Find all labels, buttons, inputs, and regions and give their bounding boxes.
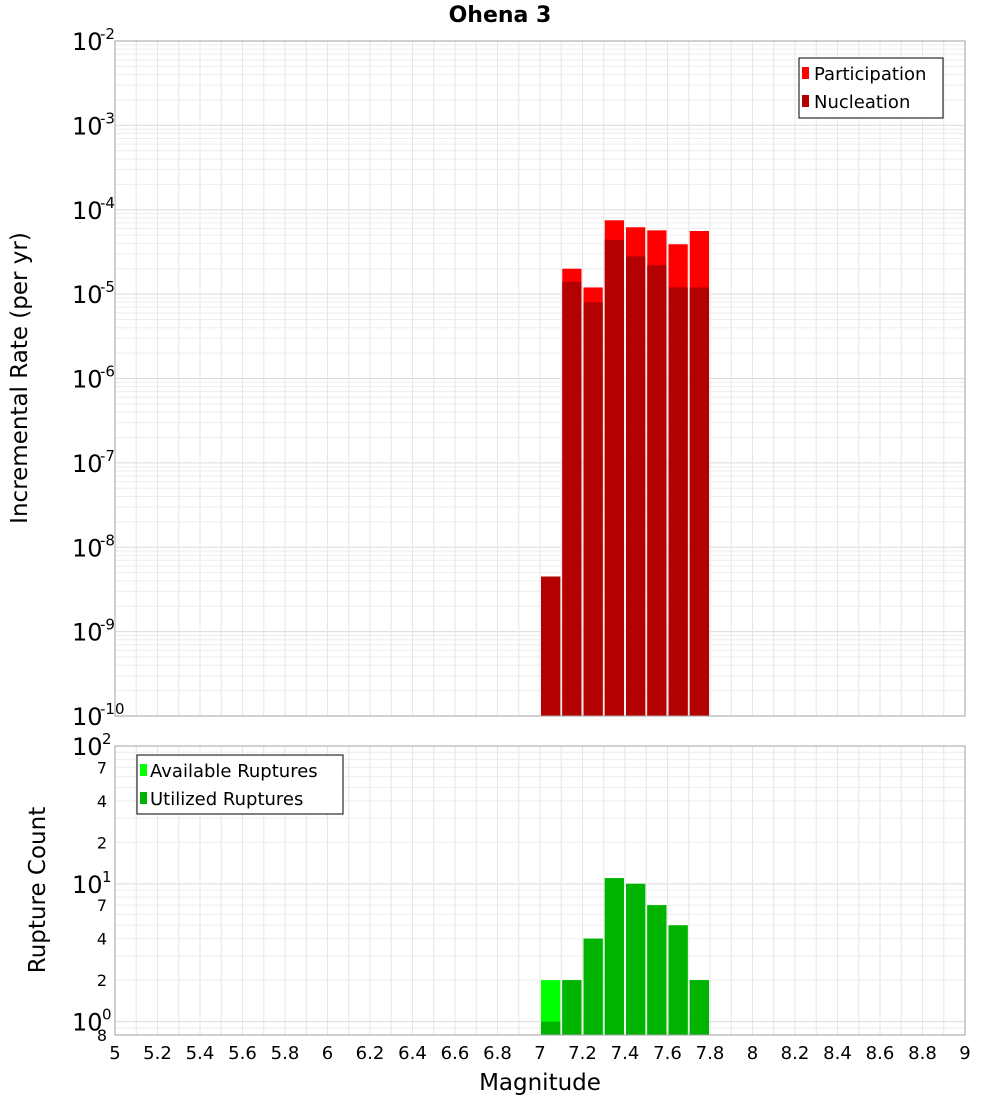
x-tick-label: 6.6 xyxy=(441,1043,470,1064)
nucleation-bar xyxy=(689,287,709,716)
x-tick-label: 7.2 xyxy=(568,1043,597,1064)
rate-y-tick-exponent: -3 xyxy=(100,109,115,127)
x-tick-label: 8 xyxy=(747,1043,758,1064)
x-tick-label: 5.6 xyxy=(228,1043,257,1064)
rate-legend-box xyxy=(798,57,944,119)
x-tick-label: 6.8 xyxy=(483,1043,512,1064)
utilized-ruptures-bar xyxy=(541,1021,561,1035)
x-tick-label: 6.2 xyxy=(356,1043,385,1064)
rate-y-tick-exponent: -10 xyxy=(100,700,125,718)
count-y-tick-exponent: 2 xyxy=(102,730,112,748)
x-tick-label: 8.4 xyxy=(823,1043,852,1064)
x-ticks: 5 5.2 5.4 5.6 5.8 6 6.2 6.4 6.6 6.8 7 7.2 7.4 7.6 7.8 8… xyxy=(109,1043,970,1064)
rate-legend: Participation Nucleation xyxy=(798,57,944,119)
rate-panel: 10-210-310-410-510-610-710-810-910-10 Oh… xyxy=(7,3,966,731)
rate-bars xyxy=(541,220,709,717)
utilized-legend-swatch xyxy=(140,792,147,804)
x-tick-label: 6.4 xyxy=(398,1043,427,1064)
count-bars xyxy=(541,878,709,1035)
x-tick-label: 5 xyxy=(109,1043,120,1064)
nucleation-bar xyxy=(541,576,561,716)
x-tick-label: 7 xyxy=(534,1043,545,1064)
rate-y-ticks: 10-210-310-410-510-610-710-810-910-10 xyxy=(72,25,125,731)
count-y-tick-label: 10 xyxy=(72,1009,103,1037)
rate-y-tick-exponent: -5 xyxy=(100,278,115,296)
nucleation-bar xyxy=(668,287,688,716)
count-y-minor-tick-label: 7 xyxy=(97,758,107,777)
rate-y-tick-exponent: -9 xyxy=(100,616,115,634)
rate-y-tick-label: 10 xyxy=(72,281,103,309)
available-legend-swatch xyxy=(140,764,147,776)
participation-legend-swatch xyxy=(802,67,809,79)
utilized-ruptures-bar xyxy=(583,938,603,1035)
nucleation-legend-swatch xyxy=(802,95,809,107)
rate-y-tick-exponent: -6 xyxy=(100,363,115,381)
utilized-ruptures-bar xyxy=(689,980,709,1035)
rate-y-tick-exponent: -4 xyxy=(100,194,115,212)
x-tick-label: 6 xyxy=(322,1043,333,1064)
x-tick-label: 8.2 xyxy=(781,1043,810,1064)
rate-y-tick-label: 10 xyxy=(72,534,103,562)
rate-y-tick-exponent: -2 xyxy=(100,25,115,43)
rate-plot-frame xyxy=(114,40,966,717)
utilized-ruptures-bar xyxy=(668,925,688,1035)
rate-grid xyxy=(114,41,966,717)
nucleation-bar xyxy=(562,281,582,716)
count-y-minor-tick-label: 8 xyxy=(97,1026,107,1045)
utilized-ruptures-bar xyxy=(626,883,646,1035)
count-y-axis-label: Rupture Count xyxy=(25,807,51,973)
x-axis-label: Magnitude xyxy=(479,1070,601,1096)
utilized-ruptures-bar xyxy=(647,905,667,1035)
rate-y-tick-label: 10 xyxy=(72,28,103,56)
count-legend: Available Ruptures Utilized Ruptures xyxy=(136,754,344,815)
x-tick-label: 5.4 xyxy=(186,1043,215,1064)
x-tick-label: 9 xyxy=(959,1043,970,1064)
x-tick-label: 7.4 xyxy=(611,1043,640,1064)
rate-y-tick-exponent: -7 xyxy=(100,447,115,465)
count-y-tick-exponent: 1 xyxy=(102,868,112,886)
rate-y-axis-label: Incremental Rate (per yr) xyxy=(7,232,33,524)
rate-y-tick-label: 10 xyxy=(72,450,103,478)
nucleation-bar xyxy=(583,302,603,716)
x-tick-label: 7.8 xyxy=(696,1043,725,1064)
count-y-tick-label: 10 xyxy=(72,871,103,899)
x-tick-label: 5.8 xyxy=(271,1043,300,1064)
nucleation-legend-label: Nucleation xyxy=(814,92,910,113)
nucleation-bar xyxy=(647,265,667,716)
nucleation-bar xyxy=(626,256,646,716)
rate-y-tick-label: 10 xyxy=(72,619,103,647)
utilized-ruptures-bar xyxy=(562,980,582,1035)
count-y-minor-tick-label: 7 xyxy=(97,896,107,915)
rate-y-tick-label: 10 xyxy=(72,112,103,140)
count-plot-frame xyxy=(114,745,966,1036)
available-legend-label: Available Ruptures xyxy=(150,761,318,782)
count-y-tick-exponent: 0 xyxy=(102,1006,112,1024)
chart-title: Ohena 3 xyxy=(449,3,552,28)
x-tick-label: 5.2 xyxy=(143,1043,172,1064)
participation-legend-label: Participation xyxy=(814,64,926,85)
count-y-minor-tick-label: 2 xyxy=(97,833,107,852)
available-ruptures-bar xyxy=(541,980,561,1035)
rate-y-tick-exponent: -8 xyxy=(100,531,115,549)
x-tick-label: 8.8 xyxy=(908,1043,937,1064)
count-y-tick-label: 10 xyxy=(72,733,103,761)
count-y-minor-tick-label: 4 xyxy=(97,930,107,949)
rate-y-tick-label: 10 xyxy=(72,366,103,394)
rate-y-tick-label: 10 xyxy=(72,197,103,225)
rate-y-tick-label: 10 xyxy=(72,703,103,731)
count-y-minor-tick-label: 2 xyxy=(97,971,107,990)
count-legend-box xyxy=(136,754,344,815)
utilized-legend-label: Utilized Ruptures xyxy=(150,789,303,810)
nucleation-bar xyxy=(604,239,624,716)
count-y-minor-tick-label: 4 xyxy=(97,792,107,811)
x-tick-label: 7.6 xyxy=(653,1043,682,1064)
utilized-ruptures-bar xyxy=(604,878,624,1035)
x-tick-label: 8.6 xyxy=(866,1043,895,1064)
